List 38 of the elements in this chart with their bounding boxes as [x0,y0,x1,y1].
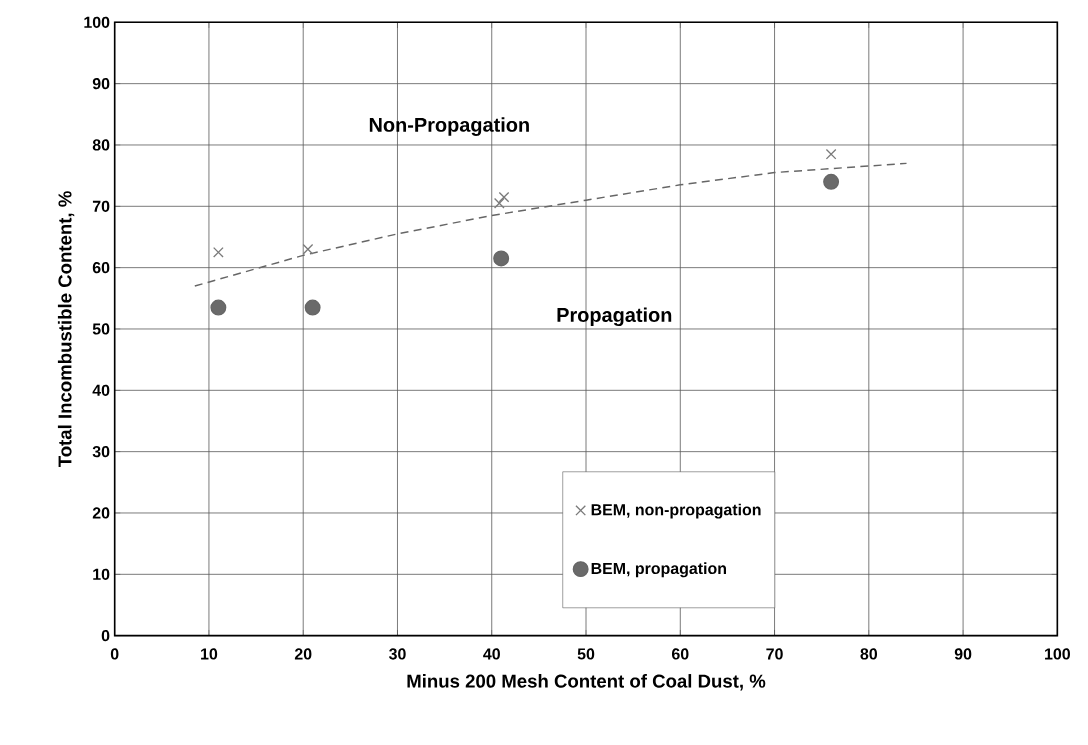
x-tick-label: 40 [483,648,500,660]
x-axis-title: Minus 200 Mesh Content of Coal Dust, % [407,674,766,691]
point [304,299,321,316]
point [823,173,840,190]
y-tick-label: 10 [93,568,110,580]
legend-label: BEM, propagation [591,562,726,578]
x-tick-label: 70 [766,648,783,660]
point [213,246,224,258]
annotation: Propagation [557,307,672,327]
annotation: Non-Propagation [369,117,529,136]
point [493,250,510,267]
x-tick-label: 50 [577,648,595,660]
y-tick-label: 70 [92,200,110,212]
line-series [194,162,908,287]
x-tick-label: 90 [954,648,972,660]
legend-label: BEM, non-propagation [591,503,761,519]
y-tick-label: 100 [84,16,110,28]
point [302,243,314,255]
x-tick-label: 0 [110,648,119,660]
point [825,148,837,160]
y-tick-label: 60 [92,262,110,274]
x-tick-label: 20 [294,648,312,660]
x-tick-label: 10 [201,648,218,660]
y-tick-label: 30 [92,446,110,458]
point [498,191,510,203]
y-tick-label: 80 [92,139,110,151]
y-tick-label: 40 [92,384,110,396]
y-tick-label: 90 [92,78,110,90]
point [493,197,505,209]
x-tick-label: 100 [1045,648,1070,660]
x-tick-label: 80 [860,648,878,660]
x-tick-label: 30 [388,648,406,660]
y-axis-title: Total Incombustible Content, % [57,191,75,468]
y-tick-label: 50 [92,323,110,335]
point [210,299,227,316]
y-tick-label: 20 [92,507,110,519]
y-tick-label: 0 [101,630,110,642]
x-tick-label: 60 [672,648,689,660]
